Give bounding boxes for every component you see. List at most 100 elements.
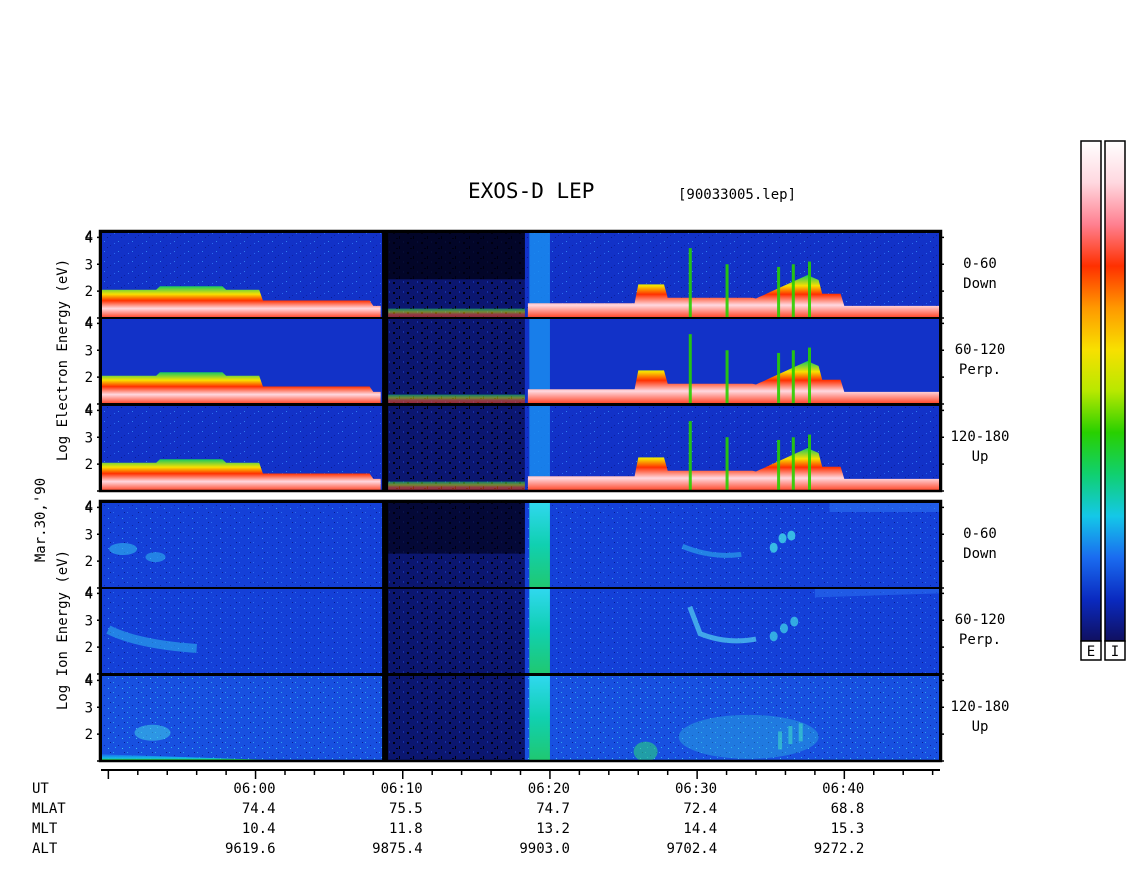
ephemeris-table: UT 06:00 06:10 06:20 06:30 06:40 MLAT 74.4 75.5 7… — [32, 781, 864, 857]
ephemeris-value: 75.5 — [389, 801, 423, 817]
y-tick-label: 3 — [85, 527, 93, 543]
y-tick-label: 4 — [85, 229, 93, 245]
ephemeris-value: 06:10 — [381, 781, 423, 797]
y-tick-label: 4 — [85, 586, 93, 602]
ephemeris-value: 06:20 — [528, 781, 570, 797]
panel-direction-label: Down — [963, 546, 997, 562]
electron-flux-band — [527, 361, 940, 404]
chart-title: EXOS-D LEP — [468, 179, 594, 203]
ephemeris-value: 74.7 — [536, 801, 570, 817]
ephemeris-value: 74.4 — [242, 801, 276, 817]
y-tick-label: 2 — [85, 640, 93, 656]
y-tick-label: 4 — [85, 672, 93, 688]
flux-spike — [688, 248, 692, 318]
y-tick-label: 3 — [85, 700, 93, 716]
panel-direction-label: Perp. — [959, 362, 1001, 378]
electron-flux-band — [101, 372, 381, 404]
electron-flux-band — [101, 286, 381, 318]
ephemeris-row-name: MLAT — [32, 801, 66, 817]
flux-spike — [791, 264, 795, 318]
panel-direction-label: Up — [972, 719, 989, 735]
flux-spike — [725, 264, 729, 318]
flux-spike — [688, 334, 692, 404]
ephemeris-value: 10.4 — [242, 821, 276, 837]
ephemeris-value: 06:00 — [233, 781, 275, 797]
flux-spike — [807, 434, 811, 491]
ion-y-label: Log Ion Energy (eV) — [55, 550, 71, 710]
colorbar-i — [1104, 140, 1126, 642]
flux-spike — [725, 350, 729, 404]
colorbar-label: I — [1111, 644, 1119, 660]
ephemeris-row-name: UT — [32, 781, 49, 797]
electron-flux-band — [527, 448, 940, 491]
y-tick-label: 4 — [85, 585, 93, 601]
y-tick-label: 4 — [85, 673, 93, 689]
panel-angle-label: 0-60 — [963, 526, 997, 542]
y-tick-label: 4 — [85, 230, 93, 246]
panel-angle-label: 60-120 — [955, 612, 1006, 628]
flux-spike — [725, 437, 729, 491]
electron-flux-band — [527, 275, 940, 318]
ephemeris-value: 68.8 — [831, 801, 865, 817]
ephemeris-row-name: ALT — [32, 841, 58, 857]
panel-angle-labels: 0-60 Down 60-120 Perp. 120-180 Up 0-60 Down 60-1… — [950, 256, 1009, 735]
flux-spike — [791, 350, 795, 404]
ephemeris-value: 9702.4 — [667, 841, 718, 857]
y-tick-label: 3 — [85, 257, 93, 273]
ephemeris-value: 9875.4 — [372, 841, 423, 857]
y-tick-label: 4 — [85, 316, 93, 332]
ephemeris-value: 13.2 — [536, 821, 570, 837]
panel-angle-label: 120-180 — [950, 429, 1009, 445]
y-tick-label: 2 — [85, 284, 93, 300]
flux-spike — [791, 437, 795, 491]
ephemeris-value: 9903.0 — [519, 841, 570, 857]
panel-direction-label: Up — [972, 449, 989, 465]
flux-spike — [777, 266, 781, 318]
y-tick-label: 4 — [85, 500, 93, 516]
y-tick-label: 4 — [85, 315, 93, 331]
ephemeris-value: 06:30 — [675, 781, 717, 797]
panel-direction-label: Perp. — [959, 632, 1001, 648]
ephemeris-value: 14.4 — [683, 821, 717, 837]
y-tick-label: 2 — [85, 727, 93, 743]
y-tick-label: 4 — [85, 499, 93, 515]
y-tick-label: 2 — [85, 457, 93, 473]
y-tick-label: 4 — [85, 403, 93, 419]
panel-angle-label: 60-120 — [955, 342, 1006, 358]
colorbar-e — [1080, 140, 1102, 642]
x-axis — [101, 769, 940, 779]
ephemeris-value: 15.3 — [831, 821, 865, 837]
flux-spike — [777, 352, 781, 404]
electron-flux-band — [101, 459, 381, 491]
flux-spike — [777, 439, 781, 491]
y-tick-label: 3 — [85, 613, 93, 629]
y-tick-label: 3 — [85, 430, 93, 446]
electron-y-label: Log Electron Energy (eV) — [55, 259, 71, 461]
ephemeris-value: 9619.6 — [225, 841, 276, 857]
panel-direction-label: Down — [963, 276, 997, 292]
y-tick-label: 2 — [85, 370, 93, 386]
ephemeris-value: 11.8 — [389, 821, 423, 837]
ephemeris-value: 9272.2 — [814, 841, 865, 857]
ephemeris-value: 06:40 — [822, 781, 864, 797]
ephemeris-value: 72.4 — [683, 801, 717, 817]
file-label: [90033005.lep] — [678, 187, 796, 203]
y-tick-label: 2 — [85, 554, 93, 570]
colorbar-label: E — [1087, 644, 1095, 660]
y-tick-label: 4 — [85, 402, 93, 418]
flux-spike — [807, 261, 811, 318]
panel-angle-label: 120-180 — [950, 699, 1009, 715]
date-label: Mar.30,'90 — [33, 478, 49, 562]
ephemeris-row-name: MLT — [32, 821, 58, 837]
flux-spike — [807, 347, 811, 404]
flux-spike — [688, 421, 692, 491]
